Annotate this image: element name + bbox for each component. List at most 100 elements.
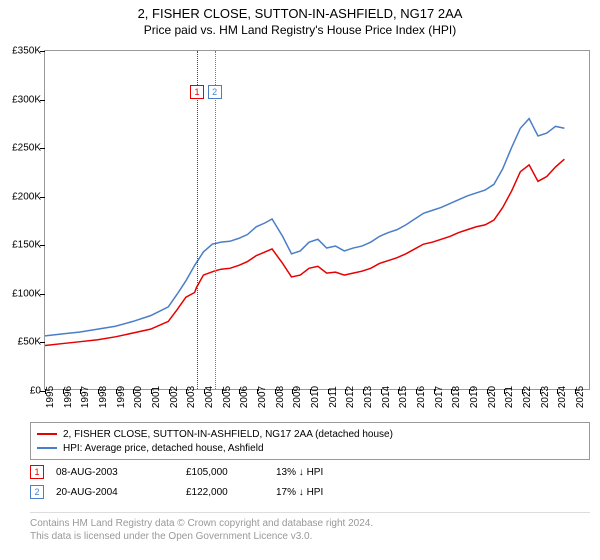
x-tick-label: 2021 <box>504 386 515 408</box>
y-tick-label: £200K <box>3 191 41 202</box>
footer-line-2: This data is licensed under the Open Gov… <box>30 530 590 543</box>
x-tick-label: 2024 <box>557 386 568 408</box>
x-tick <box>116 389 117 394</box>
series-line <box>45 159 564 345</box>
x-tick <box>45 389 46 394</box>
y-tick <box>40 51 45 52</box>
sale-marker-box: 2 <box>208 85 222 99</box>
footer-note: Contains HM Land Registry data © Crown c… <box>30 512 590 543</box>
x-tick-label: 1996 <box>63 386 74 408</box>
y-tick-label: £300K <box>3 94 41 105</box>
legend-swatch <box>37 447 57 449</box>
x-tick-label: 2015 <box>398 386 409 408</box>
y-tick-label: £350K <box>3 46 41 57</box>
y-tick <box>40 294 45 295</box>
x-tick-label: 2008 <box>275 386 286 408</box>
x-tick <box>398 389 399 394</box>
chart-title: 2, FISHER CLOSE, SUTTON-IN-ASHFIELD, NG1… <box>0 6 600 21</box>
x-tick <box>292 389 293 394</box>
sale-hpi-delta: 17% ↓ HPI <box>276 487 396 498</box>
x-tick <box>363 389 364 394</box>
sale-price: £105,000 <box>186 467 276 478</box>
x-tick-label: 2023 <box>540 386 551 408</box>
sale-marker-line <box>197 51 198 389</box>
x-tick-label: 1995 <box>45 386 56 408</box>
x-tick <box>275 389 276 394</box>
x-tick-label: 2005 <box>222 386 233 408</box>
x-tick-label: 2003 <box>186 386 197 408</box>
x-tick <box>416 389 417 394</box>
x-tick-label: 2020 <box>487 386 498 408</box>
y-tick <box>40 245 45 246</box>
x-tick <box>557 389 558 394</box>
y-tick <box>40 100 45 101</box>
footer-line-1: Contains HM Land Registry data © Crown c… <box>30 517 590 530</box>
legend-label: 2, FISHER CLOSE, SUTTON-IN-ASHFIELD, NG1… <box>63 429 393 440</box>
x-tick-label: 2018 <box>451 386 462 408</box>
sale-date: 20-AUG-2004 <box>56 487 186 498</box>
sale-row-marker: 1 <box>30 465 44 479</box>
x-tick-label: 2013 <box>363 386 374 408</box>
sale-marker-box: 1 <box>190 85 204 99</box>
x-tick <box>204 389 205 394</box>
sale-date: 08-AUG-2003 <box>56 467 186 478</box>
x-tick-label: 2001 <box>151 386 162 408</box>
x-tick <box>328 389 329 394</box>
y-tick <box>40 148 45 149</box>
chart-plot-area: £0£50K£100K£150K£200K£250K£300K£350K1995… <box>44 50 590 390</box>
x-tick <box>222 389 223 394</box>
x-tick <box>381 389 382 394</box>
x-tick-label: 2010 <box>310 386 321 408</box>
x-tick <box>257 389 258 394</box>
x-tick <box>540 389 541 394</box>
x-tick <box>469 389 470 394</box>
x-tick <box>151 389 152 394</box>
x-tick-label: 1997 <box>80 386 91 408</box>
x-tick-label: 1998 <box>98 386 109 408</box>
x-tick <box>239 389 240 394</box>
y-tick-label: £50K <box>3 337 41 348</box>
x-tick <box>98 389 99 394</box>
x-tick-label: 2017 <box>434 386 445 408</box>
y-tick-label: £100K <box>3 288 41 299</box>
x-tick-label: 2007 <box>257 386 268 408</box>
x-tick-label: 2014 <box>381 386 392 408</box>
x-tick <box>186 389 187 394</box>
sale-price: £122,000 <box>186 487 276 498</box>
sale-hpi-delta: 13% ↓ HPI <box>276 467 396 478</box>
x-tick <box>522 389 523 394</box>
legend-item: HPI: Average price, detached house, Ashf… <box>37 441 583 455</box>
sale-row: 2 20-AUG-2004£122,00017% ↓ HPI <box>30 482 590 502</box>
x-tick <box>80 389 81 394</box>
legend-swatch <box>37 433 57 435</box>
legend-label: HPI: Average price, detached house, Ashf… <box>63 443 264 454</box>
title-area: 2, FISHER CLOSE, SUTTON-IN-ASHFIELD, NG1… <box>0 0 600 37</box>
legend-item: 2, FISHER CLOSE, SUTTON-IN-ASHFIELD, NG1… <box>37 427 583 441</box>
sale-row: 1 08-AUG-2003£105,00013% ↓ HPI <box>30 462 590 482</box>
x-tick-label: 2019 <box>469 386 480 408</box>
y-tick <box>40 197 45 198</box>
x-tick <box>133 389 134 394</box>
x-tick <box>575 389 576 394</box>
line-series-svg <box>45 51 589 389</box>
x-tick <box>345 389 346 394</box>
legend-box: 2, FISHER CLOSE, SUTTON-IN-ASHFIELD, NG1… <box>30 422 590 460</box>
x-tick <box>63 389 64 394</box>
sale-row-marker: 2 <box>30 485 44 499</box>
x-tick-label: 2009 <box>292 386 303 408</box>
x-tick-label: 1999 <box>116 386 127 408</box>
x-tick <box>169 389 170 394</box>
x-tick-label: 2011 <box>328 386 339 408</box>
x-tick <box>504 389 505 394</box>
y-tick-label: £0 <box>3 386 41 397</box>
chart-subtitle: Price paid vs. HM Land Registry's House … <box>0 23 600 37</box>
y-tick-label: £150K <box>3 240 41 251</box>
y-tick-label: £250K <box>3 143 41 154</box>
x-tick-label: 2022 <box>522 386 533 408</box>
x-tick <box>310 389 311 394</box>
chart-container: 2, FISHER CLOSE, SUTTON-IN-ASHFIELD, NG1… <box>0 0 600 560</box>
x-tick-label: 2002 <box>169 386 180 408</box>
sales-list: 1 08-AUG-2003£105,00013% ↓ HPI 2 20-AUG-200… <box>30 462 590 502</box>
x-tick <box>434 389 435 394</box>
y-tick <box>40 342 45 343</box>
